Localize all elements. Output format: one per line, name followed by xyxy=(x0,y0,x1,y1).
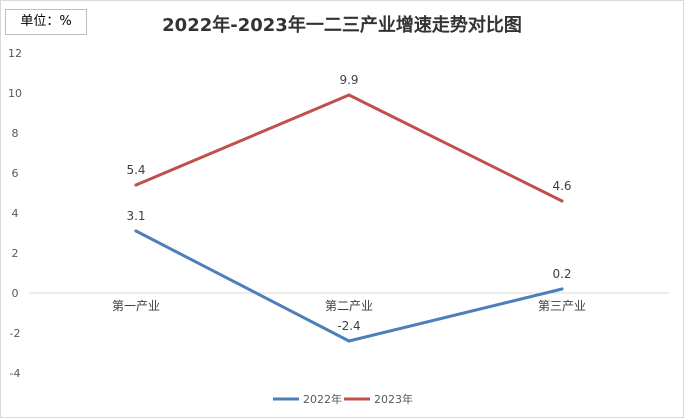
data-point xyxy=(347,339,351,343)
data-point xyxy=(134,229,138,233)
y-tick-label: 8 xyxy=(12,127,19,140)
series-line-2 xyxy=(134,93,564,203)
x-category-label: 第三产业 xyxy=(538,299,586,313)
data-point xyxy=(560,199,564,203)
chart-title: 2022年-2023年一二三产业增速走势对比图 xyxy=(162,15,522,36)
data-label: 4.6 xyxy=(552,179,571,193)
y-tick-label: 2 xyxy=(12,247,19,260)
y-tick-label: 6 xyxy=(12,167,19,180)
y-tick-label: 10 xyxy=(8,87,22,100)
legend-label: 2022年 xyxy=(303,392,342,406)
y-tick-label: -4 xyxy=(10,367,21,380)
unit-label: 单位：% xyxy=(5,9,87,35)
y-tick-label: -2 xyxy=(10,327,21,340)
data-point xyxy=(347,93,351,97)
y-tick-label: 0 xyxy=(12,287,19,300)
data-label: 9.9 xyxy=(339,73,358,87)
data-label: 5.4 xyxy=(126,163,145,177)
data-point xyxy=(134,183,138,187)
data-label: 3.1 xyxy=(126,209,145,223)
x-category-label: 第二产业 xyxy=(325,299,373,313)
data-label: 0.2 xyxy=(552,267,571,281)
x-category-label: 第一产业 xyxy=(112,299,160,313)
legend-label: 2023年 xyxy=(374,392,413,406)
data-label: -2.4 xyxy=(337,319,360,333)
data-point xyxy=(560,287,564,291)
y-tick-label: 12 xyxy=(8,47,22,60)
y-tick-label: 4 xyxy=(12,207,19,220)
